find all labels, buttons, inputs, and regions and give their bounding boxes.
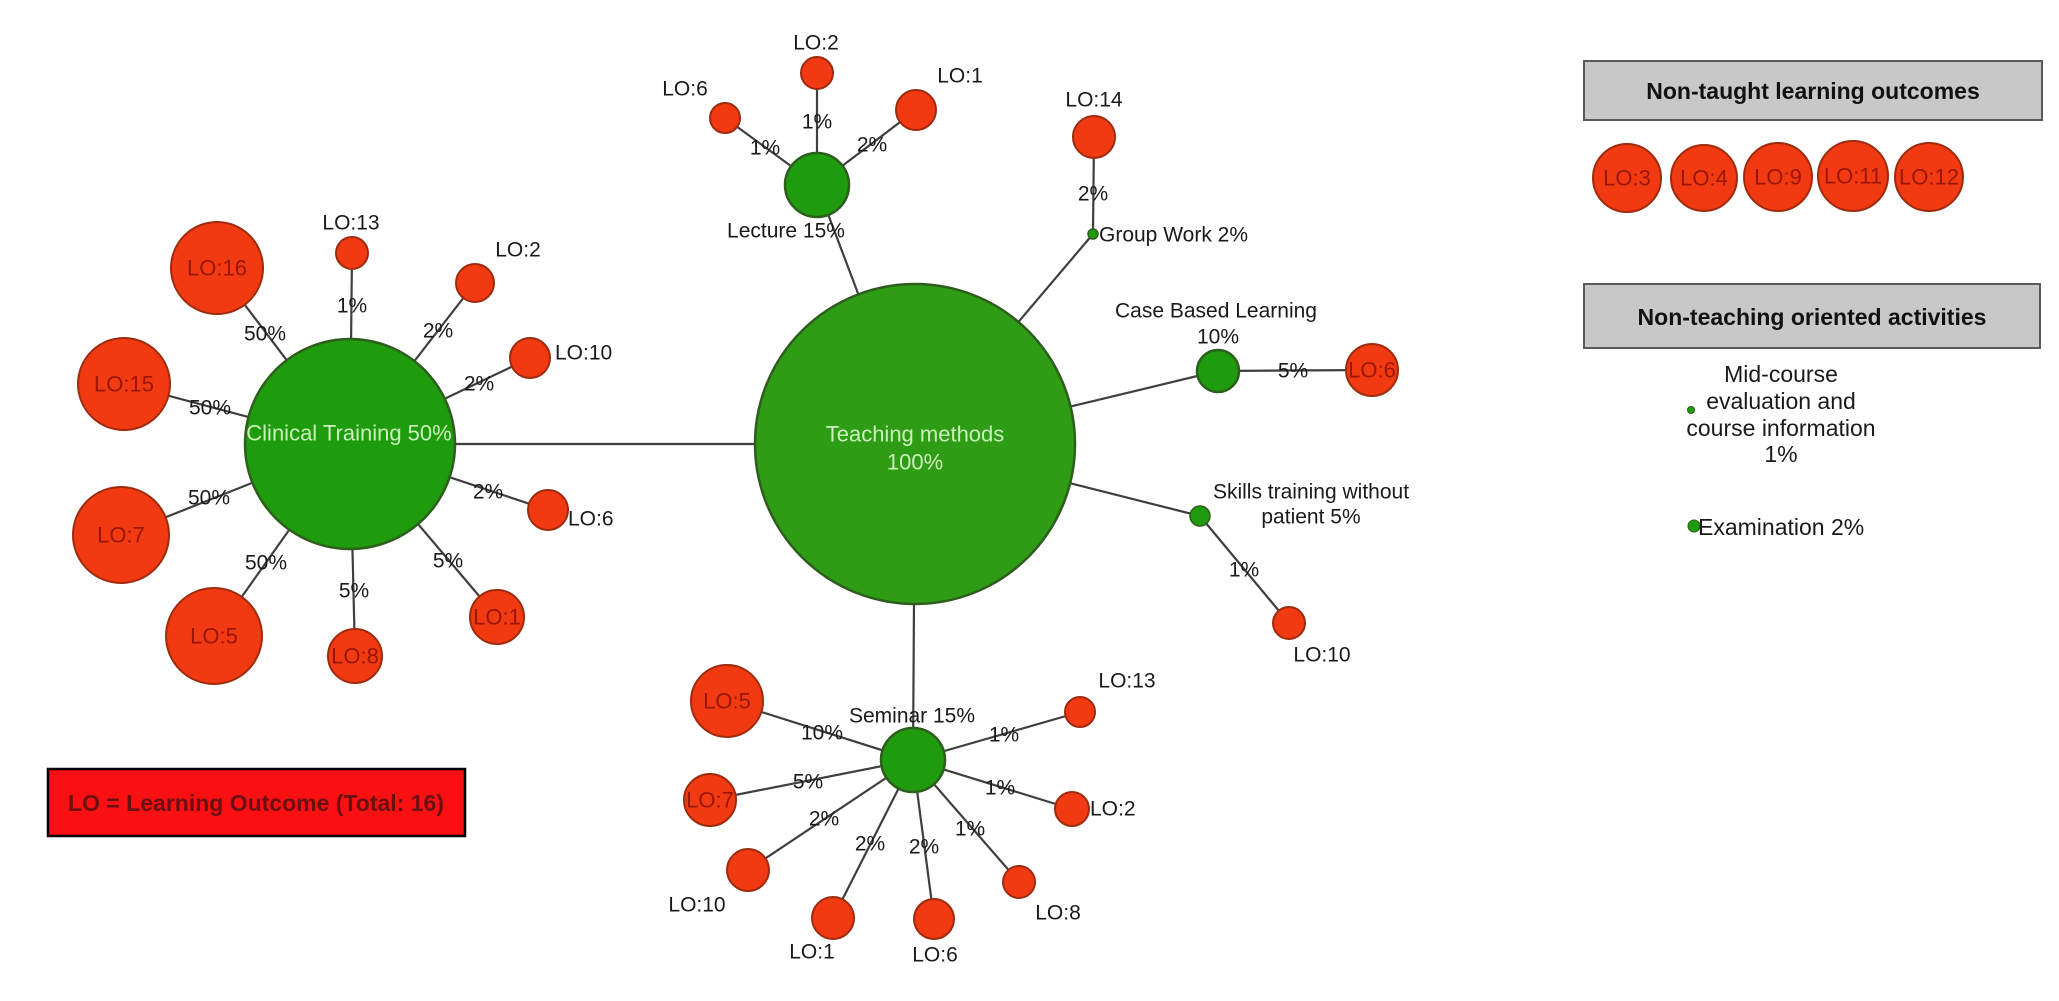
svg-text:LO:1: LO:1 (473, 605, 521, 630)
svg-text:LO:6: LO:6 (568, 508, 614, 531)
svg-text:patient 5%: patient 5% (1261, 506, 1360, 529)
svg-text:LO:6: LO:6 (1348, 358, 1396, 383)
svg-text:Teaching methods: Teaching methods (826, 422, 1005, 447)
svg-text:LO:8: LO:8 (331, 644, 379, 669)
svg-text:5%: 5% (793, 771, 823, 794)
svg-text:LO:7: LO:7 (97, 523, 145, 548)
svg-text:LO:15: LO:15 (94, 372, 154, 397)
svg-text:2%: 2% (909, 836, 939, 859)
svg-text:2%: 2% (423, 320, 453, 343)
svg-text:2%: 2% (464, 373, 494, 396)
svg-text:1%: 1% (955, 818, 985, 841)
svg-text:Non-taught learning outcomes: Non-taught learning outcomes (1646, 78, 1980, 104)
svg-text:1%: 1% (750, 137, 780, 160)
svg-text:LO:6: LO:6 (912, 944, 958, 967)
svg-text:LO:7: LO:7 (686, 788, 734, 813)
svg-text:LO:6: LO:6 (662, 78, 708, 101)
svg-text:Examination 2%: Examination 2% (1698, 514, 1864, 540)
svg-text:Clinical Training 50%: Clinical Training 50% (246, 421, 451, 446)
svg-text:10%: 10% (801, 722, 843, 745)
svg-text:LO:13: LO:13 (322, 212, 379, 235)
svg-text:2%: 2% (857, 134, 887, 157)
svg-text:Mid-course: Mid-course (1724, 361, 1838, 387)
svg-text:LO:11: LO:11 (1824, 164, 1882, 189)
svg-text:LO:10: LO:10 (1293, 644, 1350, 667)
svg-text:5%: 5% (433, 550, 463, 573)
svg-text:1%: 1% (989, 724, 1019, 747)
svg-text:LO:3: LO:3 (1603, 166, 1651, 191)
svg-text:2%: 2% (809, 808, 839, 831)
svg-text:LO:2: LO:2 (793, 32, 839, 55)
svg-text:Non-teaching oriented activiti: Non-teaching oriented activities (1638, 304, 1987, 330)
svg-text:5%: 5% (1278, 360, 1308, 383)
svg-text:100%: 100% (887, 450, 943, 475)
svg-text:LO:10: LO:10 (668, 894, 725, 917)
svg-text:1%: 1% (1229, 559, 1259, 582)
svg-text:50%: 50% (189, 397, 231, 420)
svg-text:LO:1: LO:1 (789, 941, 835, 964)
svg-text:2%: 2% (1078, 183, 1108, 206)
svg-text:LO = Learning Outcome (Total:: LO = Learning Outcome (Total: 16) (68, 790, 444, 816)
svg-text:Group Work 2%: Group Work 2% (1099, 224, 1248, 247)
svg-text:Seminar 15%: Seminar 15% (849, 705, 975, 728)
svg-text:50%: 50% (188, 487, 230, 510)
svg-text:LO:12: LO:12 (1899, 165, 1959, 190)
svg-text:LO:16: LO:16 (187, 256, 247, 281)
svg-text:LO:1: LO:1 (937, 65, 983, 88)
svg-text:LO:4: LO:4 (1680, 166, 1728, 191)
svg-text:evaluation and: evaluation and (1706, 388, 1856, 414)
svg-text:1%: 1% (1764, 441, 1797, 467)
svg-text:1%: 1% (802, 111, 832, 134)
svg-text:LO:2: LO:2 (495, 239, 541, 262)
svg-text:Lecture 15%: Lecture 15% (727, 220, 845, 243)
svg-text:LO:9: LO:9 (1754, 165, 1802, 190)
svg-text:LO:2: LO:2 (1090, 798, 1136, 821)
svg-text:course information: course information (1686, 415, 1875, 441)
svg-text:LO:13: LO:13 (1098, 670, 1155, 693)
svg-text:5%: 5% (339, 580, 369, 603)
svg-text:LO:8: LO:8 (1035, 902, 1081, 925)
svg-text:10%: 10% (1197, 326, 1239, 349)
svg-text:50%: 50% (245, 552, 287, 575)
svg-text:50%: 50% (244, 323, 286, 346)
svg-text:LO:5: LO:5 (190, 624, 238, 649)
svg-text:1%: 1% (337, 295, 367, 318)
svg-text:2%: 2% (473, 481, 503, 504)
svg-text:LO:14: LO:14 (1065, 89, 1123, 112)
svg-text:2%: 2% (855, 833, 885, 856)
svg-text:LO:10: LO:10 (555, 342, 612, 365)
svg-text:LO:5: LO:5 (703, 689, 751, 714)
svg-text:Case Based Learning: Case Based Learning (1115, 300, 1317, 323)
svg-text:Skills training without: Skills training without (1213, 481, 1409, 504)
svg-text:1%: 1% (985, 777, 1015, 800)
